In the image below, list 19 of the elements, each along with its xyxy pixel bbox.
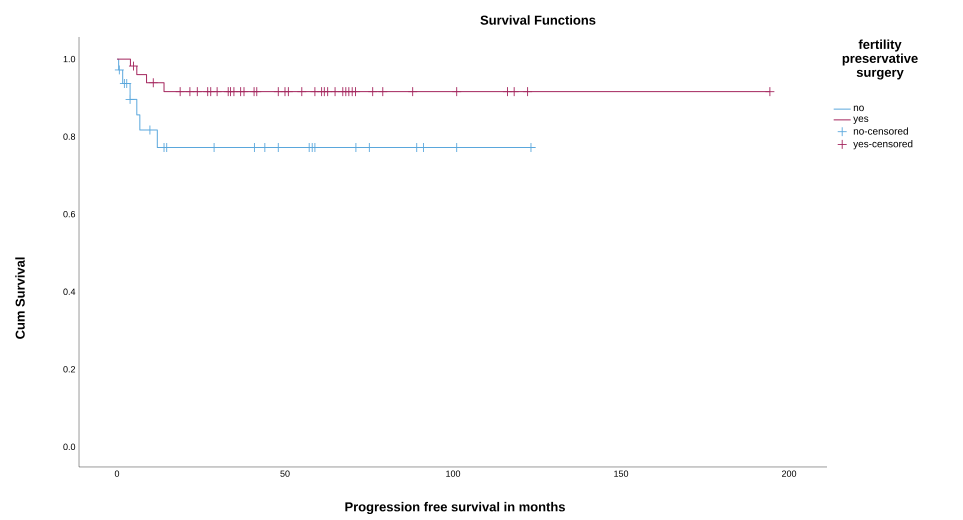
x-tick-label: 0 — [114, 470, 120, 477]
y-tick-label: 1.0 — [64, 56, 76, 62]
x-tick-label: 150 — [614, 470, 628, 477]
y-tick-label: 0.8 — [63, 133, 76, 140]
legend-label: no-censored — [854, 127, 908, 135]
x-tick-label: 100 — [446, 470, 460, 477]
chart-title: Survival Functions — [480, 15, 596, 25]
legend-title: fertility preservative surgery — [842, 39, 918, 80]
legend-label: yes — [853, 116, 868, 124]
x-axis-title: Progression free survival in months — [345, 502, 565, 514]
x-tick-label: 200 — [782, 470, 796, 477]
legend-label: no — [854, 106, 864, 112]
y-tick-label: 0.2 — [63, 366, 76, 372]
x-tick-label: 50 — [280, 470, 290, 477]
legend-label: yes-censored — [853, 140, 912, 150]
y-tick-label: 0.0 — [63, 444, 76, 450]
y-axis-title: Cum Survival — [15, 258, 25, 339]
y-tick-label: 0.4 — [63, 288, 76, 295]
y-tick-label: 0.6 — [63, 211, 76, 218]
